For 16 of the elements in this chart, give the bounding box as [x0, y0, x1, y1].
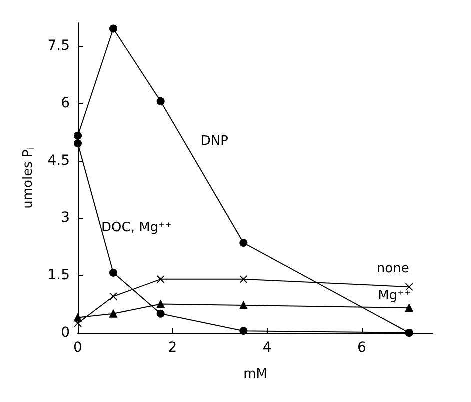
x-tick-label: 6 [358, 340, 367, 356]
y-tick-label: 6 [61, 95, 70, 112]
x-tick-label: 2 [168, 340, 178, 356]
x-tick-label: 0 [74, 340, 82, 356]
x-axis-title: mM [244, 367, 268, 382]
y-axis-title: umoles Pi [20, 147, 38, 209]
y-tick-label: 7.5 [48, 38, 70, 54]
x-tick-label: 4 [262, 340, 272, 356]
y-tick-label: 4.5 [48, 152, 70, 169]
y-tick-label: 1.5 [48, 268, 70, 284]
series-label: Mg⁺⁺ [378, 288, 412, 304]
y-tick-label: 3 [61, 210, 70, 226]
series-label: DNP [200, 134, 229, 149]
series-label: none [376, 262, 410, 277]
series-label: DOC, Mg⁺⁺ [102, 220, 172, 236]
y-tick-label: 0 [61, 325, 70, 341]
